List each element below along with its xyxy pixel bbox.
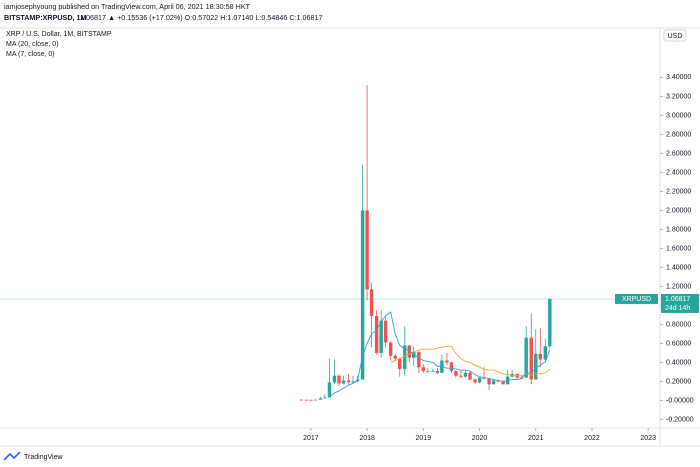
x-tick-label: 2017 — [303, 435, 319, 442]
candle-body — [327, 382, 332, 398]
candle-body — [454, 370, 458, 376]
candle-body — [389, 342, 393, 356]
candle-body — [459, 375, 463, 377]
candle-body — [323, 397, 327, 399]
plot-area — [299, 85, 552, 401]
candle-body — [529, 337, 533, 380]
x-tick-label: 2020 — [472, 435, 488, 442]
candle-body — [332, 375, 337, 383]
symbol-tag: XRPUSD — [622, 296, 651, 303]
candle-body — [318, 398, 323, 400]
candle-body — [313, 399, 318, 401]
symbol: BITSTAMP:XRPUSD, 1M — [4, 13, 87, 22]
candle-body — [491, 380, 496, 385]
candle-body — [299, 399, 304, 401]
candle-body — [501, 381, 505, 385]
candle-body — [496, 380, 500, 382]
y-tick-label: 1.80000 — [666, 226, 691, 233]
candle-body — [435, 370, 440, 373]
y-tick-label: 0.80000 — [666, 321, 691, 328]
x-tick-label: 2018 — [359, 435, 375, 442]
ma-line — [390, 345, 551, 377]
candle-body — [365, 210, 369, 290]
symbol-tag-bg — [615, 293, 658, 304]
price-tag-bg — [661, 293, 699, 313]
x-tick-label: 2021 — [528, 435, 544, 442]
y-tick-label: 2.40000 — [666, 169, 691, 176]
y-tick-label: 2.60000 — [666, 150, 691, 157]
ma-line — [329, 311, 551, 398]
y-tick-label: 3.20000 — [666, 93, 691, 100]
candle-body — [304, 399, 309, 401]
candle-body — [426, 370, 430, 372]
y-tick-label: -0.00000 — [666, 397, 694, 404]
candle-body — [337, 375, 341, 384]
candle-body — [482, 377, 486, 379]
y-tick-label: 1.40000 — [666, 264, 691, 271]
x-tick-label: 2022 — [584, 435, 600, 442]
candle-body — [463, 372, 468, 377]
chart-title: XRP / U.S. Dollar, 1M, BITSTAMP — [6, 31, 112, 38]
y-tick-label: 0.60000 — [666, 340, 691, 347]
y-tick-label: -0.20000 — [666, 416, 694, 423]
legend-entry: MA (7, close, 0) — [6, 51, 55, 58]
x-tick-label: 2019 — [416, 435, 432, 442]
candle-body — [346, 380, 351, 383]
author-line: iamjosephyoung published on TradingView.… — [4, 2, 251, 11]
candle-body — [548, 298, 552, 347]
candle-body — [445, 360, 449, 363]
candle-body — [431, 370, 435, 372]
legend-entry: MA (20, close, 0) — [6, 41, 59, 48]
candle-body — [417, 351, 421, 368]
candle-body — [477, 377, 482, 383]
candle-body — [360, 210, 365, 380]
candle-body — [383, 320, 388, 343]
candle-body — [379, 320, 383, 353]
candle-body — [393, 355, 397, 359]
y-tick-label: 2.00000 — [666, 207, 691, 214]
footer-logo — [3, 451, 21, 461]
candle-body — [524, 337, 528, 378]
candle-body — [398, 358, 402, 370]
candle-body — [468, 372, 472, 380]
y-tick-label: 2.80000 — [666, 131, 691, 138]
candle-body — [510, 373, 514, 377]
candle-body — [407, 345, 411, 358]
price-tag: 1.06817 — [665, 296, 690, 303]
y-tick-label: 0.40000 — [666, 359, 691, 366]
y-tick-label: 0.20000 — [666, 378, 691, 385]
candle-body — [351, 381, 355, 383]
quote: 1.06817 ▲ +0.15536 (+17.02%) O:0.57022 H… — [80, 13, 323, 22]
y-tick-label: 3.00000 — [666, 112, 691, 119]
candle-body — [543, 346, 548, 360]
y-tick-label: 1.20000 — [666, 283, 691, 290]
y-tick-label: 3.40000 — [666, 74, 691, 81]
candle-body — [374, 315, 379, 353]
candle-body — [369, 289, 374, 316]
candle-body — [403, 345, 407, 370]
logo-icon — [3, 451, 21, 461]
candle-body — [534, 353, 538, 380]
x-tick-label: 2023 — [640, 435, 656, 442]
countdown: 24d 14h — [665, 305, 690, 312]
y-tick-label: 2.20000 — [666, 188, 691, 195]
y-tick-label: 1.60000 — [666, 245, 691, 252]
candle-body — [487, 378, 491, 385]
candle-body — [449, 362, 454, 371]
unit-box[interactable] — [663, 29, 687, 42]
y-unit: USD — [668, 33, 683, 40]
candle-body — [473, 379, 477, 383]
candle-body — [538, 353, 542, 360]
candle-body — [341, 380, 346, 384]
candle-body — [421, 367, 426, 371]
brand: TradingView — [24, 454, 63, 461]
candle-body — [309, 399, 313, 401]
